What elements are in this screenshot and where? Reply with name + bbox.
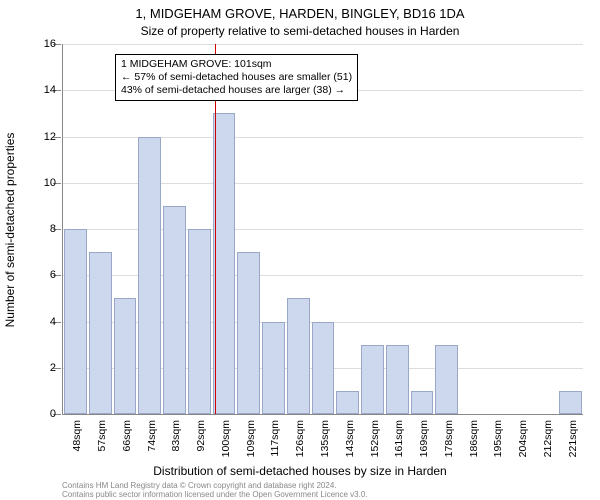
chart-subtitle: Size of property relative to semi-detach… (0, 24, 600, 38)
x-tick-label: 126sqm (294, 420, 306, 457)
x-tick-label: 92sqm (195, 420, 207, 452)
x-tick-label: 48sqm (71, 420, 83, 452)
y-tick-label: 2 (50, 362, 56, 374)
annotation-line2: ← 57% of semi-detached houses are smalle… (121, 71, 352, 84)
histogram-bar (287, 298, 310, 414)
x-tick-label: 66sqm (121, 420, 133, 452)
footer-line2: Contains public sector information licen… (62, 491, 368, 500)
x-tick-label: 83sqm (170, 420, 182, 452)
x-tick-label: 135sqm (319, 420, 331, 457)
y-tick-label: 6 (50, 269, 56, 281)
y-axis-label: Number of semi-detached properties (3, 133, 17, 328)
x-tick-label: 152sqm (369, 420, 381, 457)
x-tick-label: 161sqm (393, 420, 405, 457)
histogram-bar (138, 137, 161, 415)
histogram-bar (336, 391, 359, 414)
y-tick-label: 16 (44, 38, 56, 50)
histogram-bar (386, 345, 409, 414)
annotation-line3: 43% of semi-detached houses are larger (… (121, 84, 352, 97)
x-tick-label: 109sqm (245, 420, 257, 457)
y-tick-label: 4 (50, 316, 56, 328)
histogram-bar (64, 229, 87, 414)
x-tick-label: 212sqm (542, 420, 554, 457)
x-tick-label: 186sqm (468, 420, 480, 457)
histogram-bar (559, 391, 582, 414)
x-tick-label: 57sqm (96, 420, 108, 452)
marker-annotation: 1 MIDGEHAM GROVE: 101sqm ← 57% of semi-d… (115, 54, 358, 101)
histogram-bar (89, 252, 112, 414)
x-tick-label: 100sqm (220, 420, 232, 457)
y-tick-label: 14 (44, 84, 56, 96)
histogram-bar (361, 345, 384, 414)
x-tick-label: 143sqm (344, 420, 356, 457)
gridline (63, 44, 583, 45)
histogram-bar (188, 229, 211, 414)
histogram-bar (163, 206, 186, 414)
histogram-bar (435, 345, 458, 414)
x-tick-label: 74sqm (146, 420, 158, 452)
x-tick-label: 204sqm (517, 420, 529, 457)
x-tick-label: 117sqm (269, 420, 281, 457)
x-tick-label: 195sqm (492, 420, 504, 457)
histogram-bar (411, 391, 434, 414)
y-tick-label: 8 (50, 223, 56, 235)
annotation-line1: 1 MIDGEHAM GROVE: 101sqm (121, 58, 352, 71)
x-tick-label: 178sqm (443, 420, 455, 457)
histogram-bar (114, 298, 137, 414)
x-axis-label: Distribution of semi-detached houses by … (0, 464, 600, 478)
y-tick-label: 10 (44, 177, 56, 189)
chart-title: 1, MIDGEHAM GROVE, HARDEN, BINGLEY, BD16… (0, 6, 600, 21)
footer-attribution: Contains HM Land Registry data © Crown c… (62, 482, 368, 500)
histogram-bar (237, 252, 260, 414)
histogram-bar (262, 322, 285, 415)
histogram-bar (312, 322, 335, 415)
y-tick-label: 0 (50, 408, 56, 420)
x-tick-label: 169sqm (418, 420, 430, 457)
x-tick-label: 221sqm (567, 420, 579, 457)
y-tick-label: 12 (44, 131, 56, 143)
